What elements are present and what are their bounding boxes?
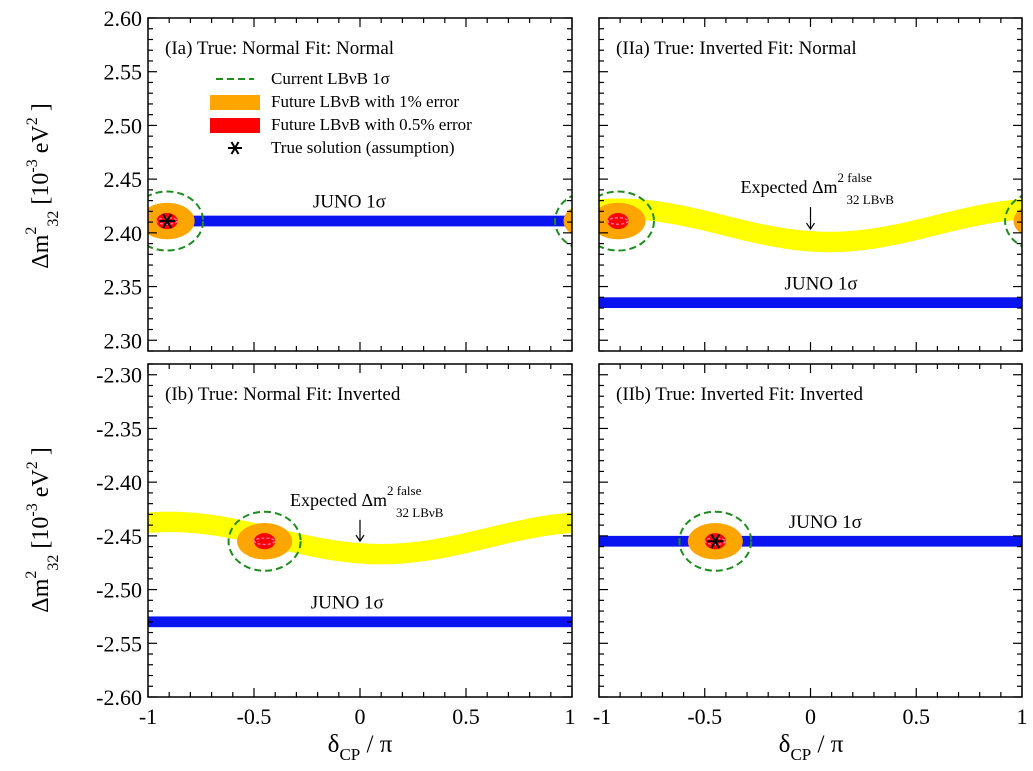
y-tick-label: 2.50	[104, 113, 143, 138]
x-tick-label: 0.5	[452, 704, 480, 729]
juno-label: JUNO 1σ	[311, 592, 384, 613]
x-tick-label: 1	[565, 704, 576, 729]
asterisk-stroke	[230, 141, 240, 155]
panel-title: (IIa) True: Inverted Fit: Normal	[616, 38, 857, 59]
panel-Ib: -2.60 -2.55 -2.50 -2.45 -2.40 -2.35 -2.30 -1 -0.…	[96, 363, 575, 729]
inner-contour	[581, 218, 601, 224]
legend-label: Future LBνB with 0.5% error	[271, 115, 472, 134]
y-tick-label: -2.35	[96, 416, 142, 441]
juno-band	[599, 297, 1022, 309]
asterisk-stroke	[710, 533, 721, 549]
legend-swatch-fill	[210, 95, 260, 110]
true-solution-marker	[159, 213, 176, 229]
y-tick-label: -2.30	[96, 363, 142, 388]
juno-band	[148, 616, 572, 628]
asterisk-stroke	[162, 213, 172, 229]
y-tick-label: -2.50	[96, 578, 142, 603]
current-1sigma-ellipse	[554, 194, 572, 248]
true-solution-marker	[707, 533, 724, 549]
y-tick-label: -2.60	[96, 685, 142, 710]
legend: Current LBνB 1σ Future LBνB with 1% error…	[210, 69, 472, 157]
y-tick-label: 2.30	[104, 328, 143, 353]
x-tick-label: 0.5	[903, 704, 931, 729]
future-05pct-ellipse	[607, 212, 629, 230]
x-tick-label: 0	[355, 704, 366, 729]
current-1sigma-ellipse	[1004, 194, 1022, 248]
expected-false-band	[599, 198, 1022, 253]
inner-contour	[704, 537, 726, 546]
x-tick-label: -0.5	[237, 704, 272, 729]
y-tick-label: 2.35	[104, 275, 143, 300]
panel-frame	[147, 17, 573, 352]
y-tick-label: 2.40	[104, 221, 143, 246]
axes-layer: 2.30 2.35 2.40 2.45 2.50 2.55 2.60 (Ia) True: N…	[23, 6, 1028, 764]
legend-swatch-fill	[210, 118, 260, 133]
juno-band	[148, 215, 572, 227]
x-tick-label: -0.5	[687, 704, 722, 729]
inner-contour	[607, 217, 629, 225]
y-tick-label: 2.45	[104, 167, 143, 192]
expected-arrow-head	[806, 222, 815, 231]
x-axis-title-left: δCP / π	[328, 731, 393, 764]
current-1sigma-ellipse	[227, 510, 302, 572]
x-tick-label: -1	[593, 704, 611, 729]
legend-label: Current LBνB 1σ	[271, 69, 390, 88]
y-tick-label: -2.40	[96, 470, 142, 495]
juno-label: JUNO 1σ	[313, 192, 386, 213]
expected-false-label: Expected Δm2 false 32 LBνB	[290, 483, 444, 520]
y-tick-label: -2.55	[96, 631, 142, 656]
y-axis-title-bottom: Δm232 [10-3 eV2 ]	[23, 447, 62, 612]
panel-Ia: 2.30 2.35 2.40 2.45 2.50 2.55 2.60 (Ia) True: N…	[104, 6, 601, 353]
expected-false-label: Expected Δm2 false 32 LBνB	[741, 170, 895, 207]
current-1sigma-ellipse	[678, 510, 753, 572]
x-tick-label: 0	[805, 704, 816, 729]
expected-arrow-head	[355, 534, 365, 543]
legend-label: True solution (assumption)	[271, 138, 455, 157]
panel-title: (IIb) True: Inverted Fit: Inverted	[616, 384, 863, 405]
y-tick-label: 2.60	[104, 6, 143, 31]
future-05pct-ellipse	[254, 533, 276, 550]
panel-IIa: (IIa) True: Inverted Fit: Normal JUNO 1σ E…	[598, 17, 1023, 352]
panel-IIb: -1 -0.5 0 0.5 1 (IIb) True: Inverted Fit: Inv…	[593, 363, 1028, 729]
legend-swatch-asterisk	[228, 141, 242, 155]
x-tick-label: 1	[1017, 704, 1028, 729]
juno-label: JUNO 1σ	[785, 273, 858, 294]
x-tick-label: -1	[139, 704, 157, 729]
x-axis-title-right: δCP / π	[779, 731, 844, 764]
y-tick-label: 2.55	[104, 60, 143, 85]
y-axis-title-top: Δm232 [10-3 eV2 ]	[23, 103, 62, 268]
legend-label: Future LBνB with 1% error	[271, 92, 459, 111]
panel-title: (Ib) True: Normal Fit: Inverted	[165, 384, 401, 405]
future-1pct-ellipse	[563, 207, 572, 235]
inner-contour	[253, 537, 276, 546]
current-1sigma-ellipse	[599, 190, 655, 252]
future-1pct-ellipse	[1013, 207, 1022, 235]
plot-area	[599, 190, 1022, 309]
juno-label: JUNO 1σ	[789, 512, 862, 533]
panel-title: (Ia) True: Normal Fit: Normal	[165, 38, 394, 59]
juno-band	[599, 535, 1022, 547]
plot-area	[599, 510, 1022, 572]
y-tick-label: -2.45	[96, 524, 142, 549]
current-1sigma-ellipse	[148, 190, 205, 252]
plot-area	[148, 190, 601, 252]
plot-area	[148, 510, 572, 628]
inner-contour	[156, 217, 178, 225]
